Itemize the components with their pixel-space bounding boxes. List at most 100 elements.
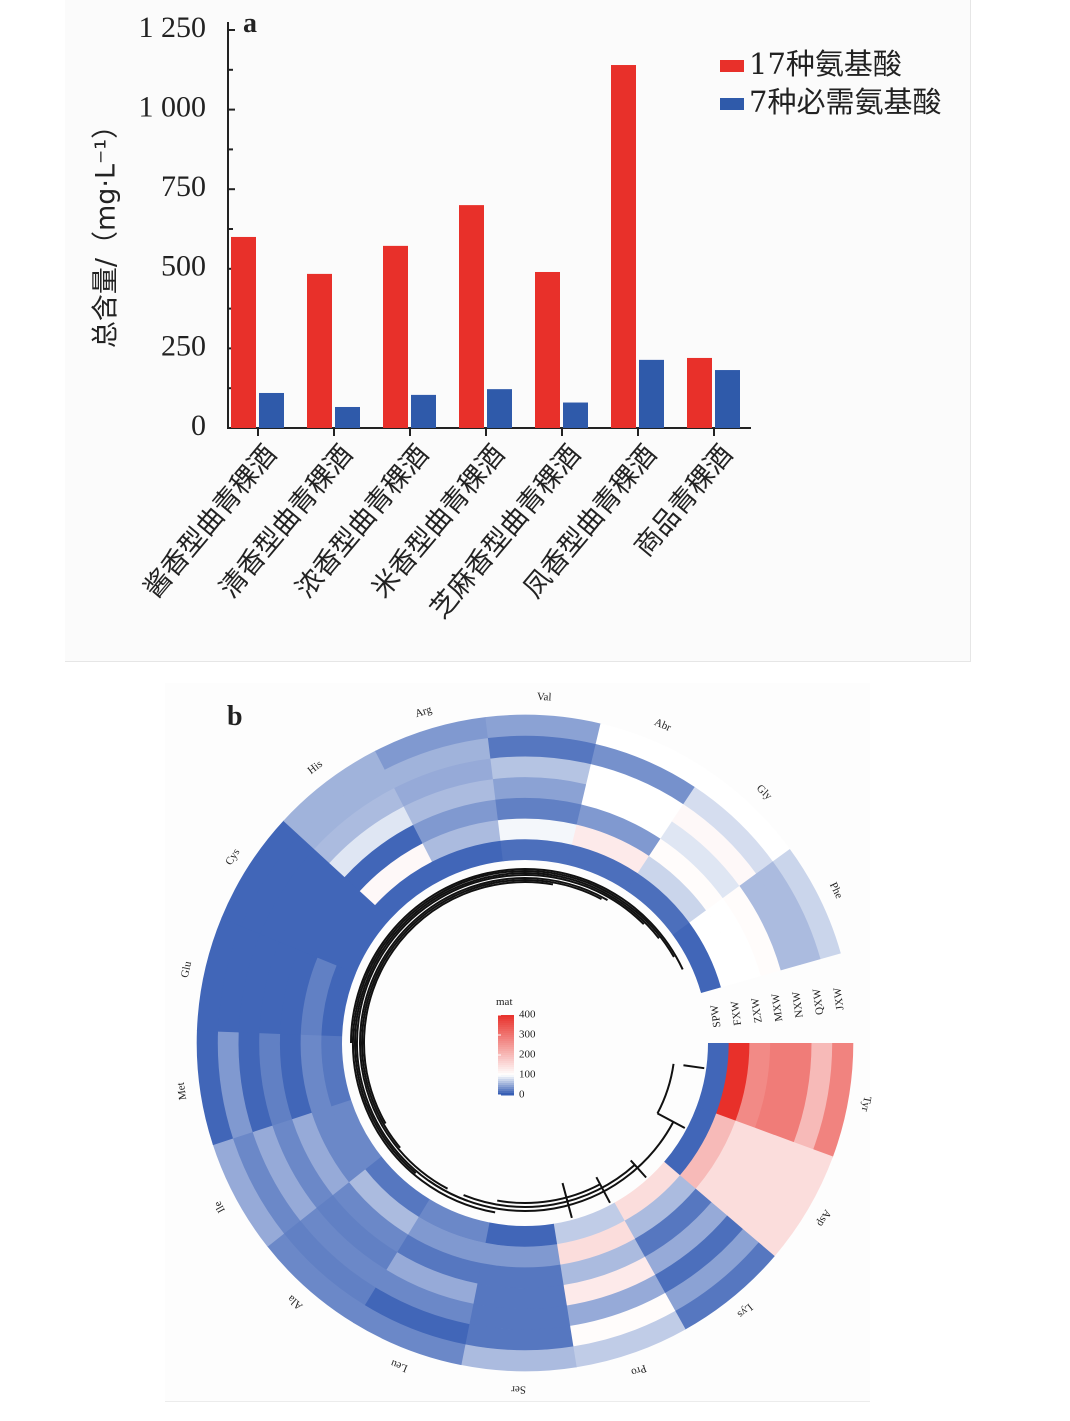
sector-label: Ala [285, 1292, 305, 1312]
heatmap-cell-Lys-SPW [614, 1161, 681, 1222]
colorbar-step [498, 1055, 514, 1058]
heatmap-cell-Met-ZXW [279, 1033, 312, 1120]
heatmap-cell-Pro-SPW [553, 1202, 625, 1245]
heatmap-cell-Pro-NXW [566, 1274, 666, 1327]
heatmap-cell-Cys-SPW [336, 904, 391, 974]
sector-label: Met [175, 1082, 189, 1101]
heatmap-cell-His-SPW [374, 861, 442, 920]
heatmap-cell-Lys-MXW [644, 1202, 728, 1276]
heatmap-cell-Asp-FXW [679, 1113, 736, 1190]
heatmap-cell-Gly-NXW [671, 803, 757, 887]
heatmap-cell-Glu-ZXW [279, 949, 318, 1035]
dendrogram [350, 867, 705, 1219]
colorbar-step [498, 1043, 514, 1046]
y-tick-label: 250 [161, 329, 206, 362]
track-labels: SPW FXW ZXW MXW NXW QXW JXW [708, 986, 846, 1028]
heatmap-cell-Arg-SPW [431, 840, 504, 881]
heatmap-cell-His-MXW [329, 805, 414, 878]
heatmap-cell-Arg-ZXW [412, 799, 499, 844]
dendrogram-leaf [656, 1112, 686, 1129]
colorbar-step [498, 1061, 514, 1064]
sector-label: Glu [179, 960, 194, 979]
colorbar-step [498, 1089, 514, 1092]
colorbar-step [498, 1073, 514, 1076]
heatmap-cell-Cys-NXW [259, 848, 330, 942]
y-tick-label: 500 [161, 250, 206, 283]
dendrogram-branch [363, 881, 554, 1124]
track-label: QXW [811, 987, 827, 1015]
heatmap-cell-Ser-ZXW [476, 1263, 564, 1289]
colorbar-step [498, 1035, 514, 1038]
heatmap-cell-Gly-FXW [637, 855, 707, 924]
heatmap-cell-Tyr-SPW [696, 1043, 730, 1115]
heatmap-cell-Arg-MXW [403, 778, 497, 825]
heatmap-cell-Phe-JXW [772, 848, 841, 960]
colorbar-step [498, 1063, 514, 1066]
heatmap-cell-Cys-MXW [278, 862, 345, 950]
colorbar-step [498, 1053, 514, 1056]
heatmap-cell-Met-NXW [238, 1031, 273, 1133]
heatmap-cell-Asp-SPW [663, 1106, 717, 1176]
bar-17aa-5 [611, 65, 636, 429]
heatmap-cell-Ala-QXW [283, 1220, 376, 1306]
colorbar-step [498, 1087, 514, 1090]
colorbar-legend: mat 0 100 200 300 400 [496, 996, 536, 1101]
panel-a-bar-chart: 0 250 500 750 1 000 1 250 酱香型曲青稞酒 清香型曲青稞酒 浓香型曲青… [65, 0, 971, 662]
dendrogram-branch [356, 874, 645, 1202]
heatmap-cell-Gly-QXW [683, 786, 774, 875]
track-label: FXW [729, 1000, 744, 1026]
panel-letter-b: b [227, 701, 243, 732]
heatmap-cell-Leu-JXW [353, 1304, 466, 1366]
heatmap-cell-Abr-NXW [586, 763, 685, 822]
sector-label: His [305, 758, 324, 777]
colorbar-step [498, 1093, 514, 1096]
heatmap-cell-His-QXW [298, 768, 395, 850]
colorbar-step [498, 1041, 514, 1044]
heatmap-cell-Glu-NXW [238, 933, 280, 1034]
heatmap-cell-Phe-SPW [672, 922, 722, 994]
heatmap-cell-Met-MXW [258, 1032, 293, 1126]
legend-swatch [720, 60, 744, 72]
heatmap-cell-Phe-QXW [756, 861, 821, 965]
dendrogram-branch [359, 876, 608, 1190]
heatmap-cell-Lys-ZXW [634, 1188, 712, 1258]
sector-label: Gly [754, 782, 775, 802]
colorbar-tick-label: 100 [519, 1069, 536, 1081]
legend-label: 17种氨基酸 [749, 47, 902, 81]
x-category-label: 浓香型曲青稞酒 [290, 439, 435, 604]
heatmap-cell-Asp-ZXW [695, 1120, 756, 1203]
x-category-label: 米香型曲青稞酒 [366, 439, 511, 604]
colorbar-step [498, 1091, 514, 1094]
heatmap-cell-Tyr-FXW [715, 1043, 750, 1122]
bar-17aa-6 [687, 357, 712, 428]
heatmap-cell-Ile-JXW [212, 1137, 285, 1247]
heatmap-cell-Ala-ZXW [332, 1181, 409, 1253]
dendrogram-branch [354, 872, 660, 1174]
heatmap-cell-Cys-FXW [317, 890, 376, 966]
heatmap-cell-Ser-JXW [460, 1344, 577, 1372]
sector-label: Val [537, 691, 552, 704]
y-tick-label: 1 000 [139, 90, 207, 123]
heatmap-cell-Ser-NXW [468, 1303, 571, 1330]
heatmap-cell-Ser-FXW [480, 1242, 561, 1268]
colorbar-step [498, 1071, 514, 1074]
bar-7eaa-1 [335, 406, 360, 428]
colorbar-step [498, 1049, 514, 1052]
bar-17aa-4 [535, 271, 560, 428]
heatmap-cell-Tyr-QXW [793, 1043, 833, 1151]
heatmap-cell-Asp-NXW [726, 1134, 795, 1230]
heatmap-cell-Glu-FXW [300, 956, 337, 1036]
colorbar-step [498, 1031, 514, 1034]
bar-17aa-0 [231, 236, 256, 428]
dendrogram-leaf [629, 1159, 647, 1179]
heatmap-cell-Leu-ZXW [396, 1234, 482, 1284]
heatmap-cell-Ile-FXW [311, 1105, 366, 1183]
heatmap-cell-Pro-ZXW [559, 1238, 646, 1286]
heatmap-cell-Arg-JXW [375, 717, 489, 770]
heatmap-cell-His-NXW [313, 787, 405, 864]
x-ticks: 酱香型曲青稞酒清香型曲青稞酒浓香型曲青稞酒米香型曲青稞酒芝麻香型曲青稞酒凤香型曲… [138, 428, 739, 625]
bar-7eaa-6 [715, 370, 740, 428]
heatmap-cell-Ala-FXW [348, 1168, 419, 1235]
bar-7eaa-4 [563, 402, 588, 428]
colorbar-step [498, 1079, 514, 1082]
